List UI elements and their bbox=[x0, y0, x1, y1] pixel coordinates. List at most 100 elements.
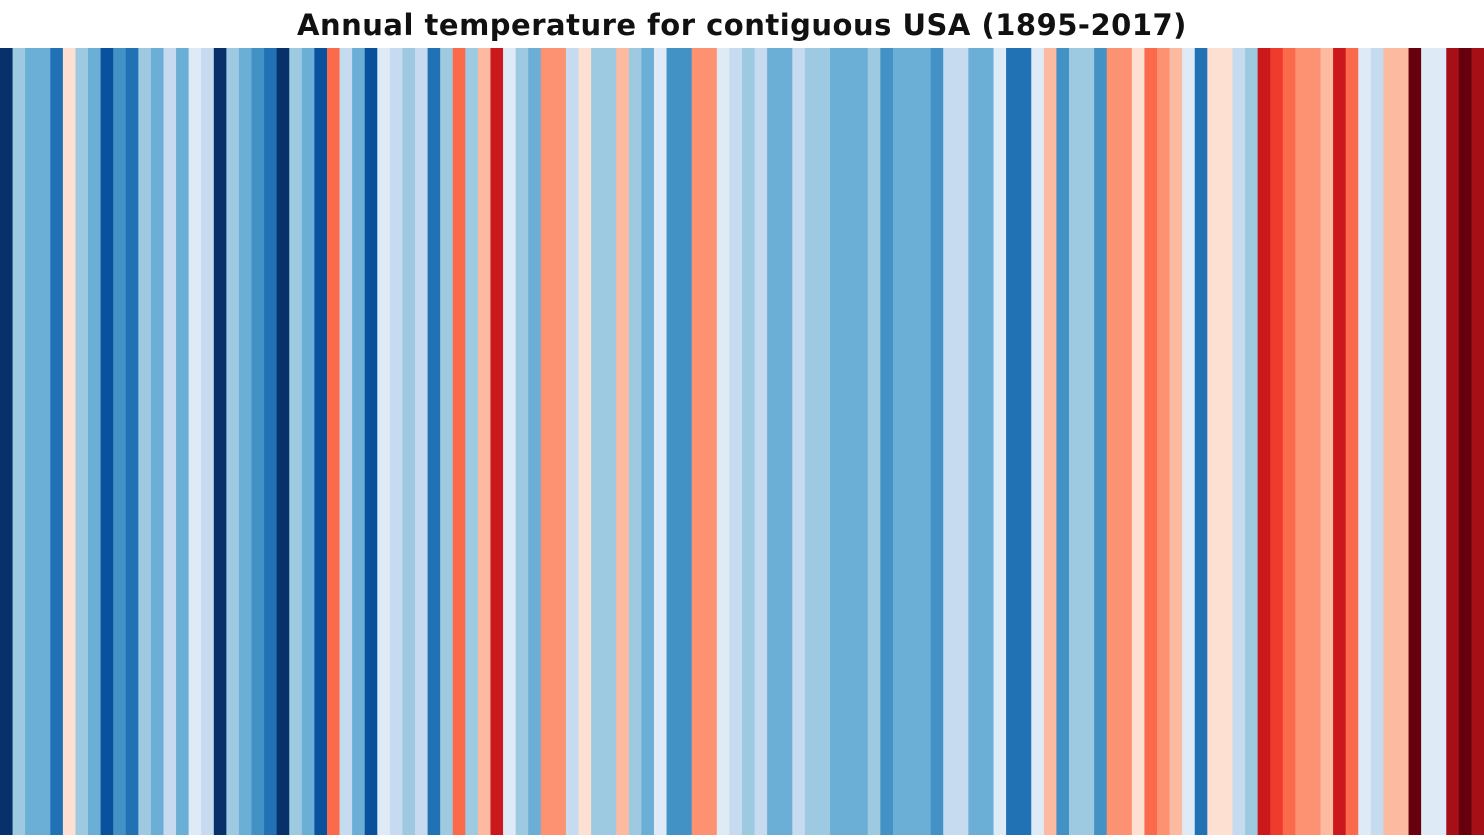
stripe-1912 bbox=[213, 48, 227, 835]
stripe-2011 bbox=[1458, 48, 1473, 835]
stripe-1948 bbox=[666, 48, 680, 835]
stripe-1922 bbox=[339, 48, 353, 835]
stripe-2008 bbox=[1421, 48, 1435, 835]
stripe-1909 bbox=[176, 48, 190, 835]
stripe-1915 bbox=[251, 48, 265, 835]
stripe-1987 bbox=[1157, 48, 1171, 835]
stripe-1969 bbox=[930, 48, 944, 835]
stripe-1974 bbox=[993, 48, 1007, 835]
stripe-1930 bbox=[440, 48, 454, 835]
stripe-1959 bbox=[804, 48, 819, 835]
stripe-1935 bbox=[503, 48, 517, 835]
stripe-1936 bbox=[515, 48, 529, 835]
stripe-1996 bbox=[1270, 48, 1284, 835]
stripe-1949 bbox=[679, 48, 693, 835]
stripe-1923 bbox=[352, 48, 366, 835]
stripe-1950 bbox=[691, 48, 705, 835]
stripe-1903 bbox=[100, 48, 114, 835]
stripe-1938 bbox=[540, 48, 554, 835]
stripe-2007 bbox=[1408, 48, 1422, 835]
stripe-1896 bbox=[12, 48, 26, 835]
stripe-2000 bbox=[1320, 48, 1334, 835]
stripe-1917 bbox=[276, 48, 290, 835]
stripe-1985 bbox=[1131, 48, 1146, 835]
stripe-1901 bbox=[75, 48, 89, 835]
stripe-1914 bbox=[238, 48, 253, 835]
stripe-1908 bbox=[163, 48, 177, 835]
stripe-1927 bbox=[402, 48, 416, 835]
stripe-1957 bbox=[779, 48, 793, 835]
stripe-1977 bbox=[1031, 48, 1045, 835]
stripe-1924 bbox=[364, 48, 378, 835]
stripe-1965 bbox=[880, 48, 894, 835]
stripe-1967 bbox=[905, 48, 919, 835]
stripe-1992 bbox=[1219, 48, 1234, 835]
stripe-1964 bbox=[867, 48, 881, 835]
stripe-1989 bbox=[1182, 48, 1196, 835]
stripe-1939 bbox=[553, 48, 567, 835]
stripe-1972 bbox=[968, 48, 982, 835]
stripe-1981 bbox=[1081, 48, 1095, 835]
stripe-1907 bbox=[150, 48, 165, 835]
stripe-1920 bbox=[314, 48, 328, 835]
stripe-1975 bbox=[1006, 48, 1020, 835]
stripe-1966 bbox=[892, 48, 907, 835]
stripe-1944 bbox=[616, 48, 630, 835]
stripe-2001 bbox=[1333, 48, 1347, 835]
stripe-1931 bbox=[452, 48, 466, 835]
stripe-1921 bbox=[326, 48, 341, 835]
stripe-2006 bbox=[1395, 48, 1410, 835]
stripe-1973 bbox=[980, 48, 995, 835]
stripe-1995 bbox=[1257, 48, 1271, 835]
stripe-2010 bbox=[1446, 48, 1460, 835]
stripe-1988 bbox=[1169, 48, 1183, 835]
stripe-1961 bbox=[830, 48, 844, 835]
stripe-1937 bbox=[528, 48, 542, 835]
stripe-1906 bbox=[138, 48, 152, 835]
stripe-2012 bbox=[1471, 48, 1484, 835]
stripe-1970 bbox=[943, 48, 957, 835]
stripe-1929 bbox=[427, 48, 441, 835]
stripe-1940 bbox=[565, 48, 580, 835]
stripe-1962 bbox=[842, 48, 856, 835]
stripe-1899 bbox=[50, 48, 64, 835]
stripe-2009 bbox=[1433, 48, 1447, 835]
stripe-1943 bbox=[603, 48, 617, 835]
stripe-1978 bbox=[1043, 48, 1058, 835]
stripe-1910 bbox=[188, 48, 202, 835]
stripe-1897 bbox=[25, 48, 39, 835]
stripe-1983 bbox=[1106, 48, 1120, 835]
stripe-1942 bbox=[591, 48, 605, 835]
stripe-1928 bbox=[415, 48, 429, 835]
warming-stripes-chart bbox=[0, 48, 1484, 835]
stripe-1934 bbox=[490, 48, 504, 835]
stripe-1960 bbox=[817, 48, 831, 835]
stripe-1994 bbox=[1245, 48, 1259, 835]
stripe-1980 bbox=[1068, 48, 1083, 835]
stripe-1956 bbox=[767, 48, 781, 835]
stripe-1963 bbox=[855, 48, 869, 835]
stripe-1905 bbox=[125, 48, 139, 835]
stripe-1976 bbox=[1018, 48, 1032, 835]
stripe-1997 bbox=[1282, 48, 1296, 835]
stripe-1986 bbox=[1144, 48, 1158, 835]
stripe-1946 bbox=[641, 48, 655, 835]
stripe-1954 bbox=[742, 48, 756, 835]
stripe-1925 bbox=[377, 48, 391, 835]
stripe-1968 bbox=[918, 48, 932, 835]
stripe-1898 bbox=[37, 48, 51, 835]
stripe-1916 bbox=[264, 48, 278, 835]
stripe-1951 bbox=[704, 48, 718, 835]
stripe-1991 bbox=[1207, 48, 1221, 835]
stripe-2004 bbox=[1370, 48, 1384, 835]
stripe-1984 bbox=[1119, 48, 1133, 835]
stripe-1902 bbox=[88, 48, 102, 835]
stripe-2005 bbox=[1383, 48, 1397, 835]
stripe-2003 bbox=[1358, 48, 1372, 835]
stripe-1955 bbox=[754, 48, 768, 835]
stripe-1895 bbox=[0, 48, 14, 835]
stripe-1979 bbox=[1056, 48, 1070, 835]
stripe-1911 bbox=[201, 48, 215, 835]
stripe-1993 bbox=[1232, 48, 1246, 835]
stripe-1932 bbox=[465, 48, 479, 835]
